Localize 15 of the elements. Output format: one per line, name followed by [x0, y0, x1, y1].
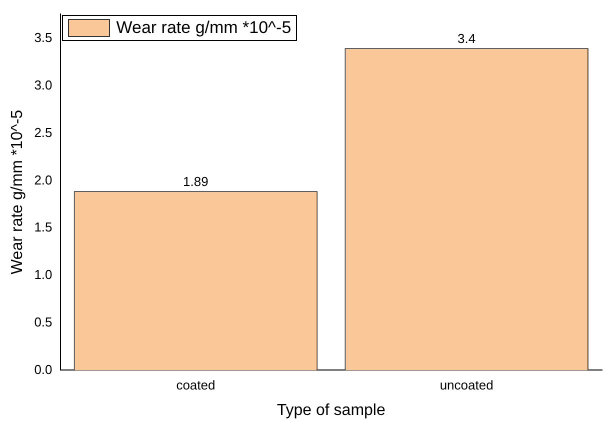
x-tick-label: coated — [176, 378, 216, 393]
y-tick-label: 0.5 — [34, 314, 52, 330]
y-axis-title: Wear rate g/mm *10^-5 — [9, 110, 26, 274]
y-tick-label: 1.0 — [34, 267, 52, 282]
y-tick-label: 2.0 — [34, 172, 52, 188]
y-tick-label: 1.5 — [34, 220, 52, 235]
data-label: 3.4 — [458, 31, 476, 46]
y-tick-label: 3.5 — [34, 30, 52, 46]
data-label: 1.89 — [183, 174, 208, 190]
y-tick-label: 0.0 — [34, 362, 52, 377]
legend-box: Wear rate g/mm *10^-5 — [62, 15, 298, 41]
x-axis-title: Type of sample — [276, 402, 386, 419]
y-tick-label: 3.0 — [34, 78, 52, 93]
x-tick-label: uncoated — [440, 378, 494, 393]
y-tick-label: 2.5 — [34, 124, 52, 140]
